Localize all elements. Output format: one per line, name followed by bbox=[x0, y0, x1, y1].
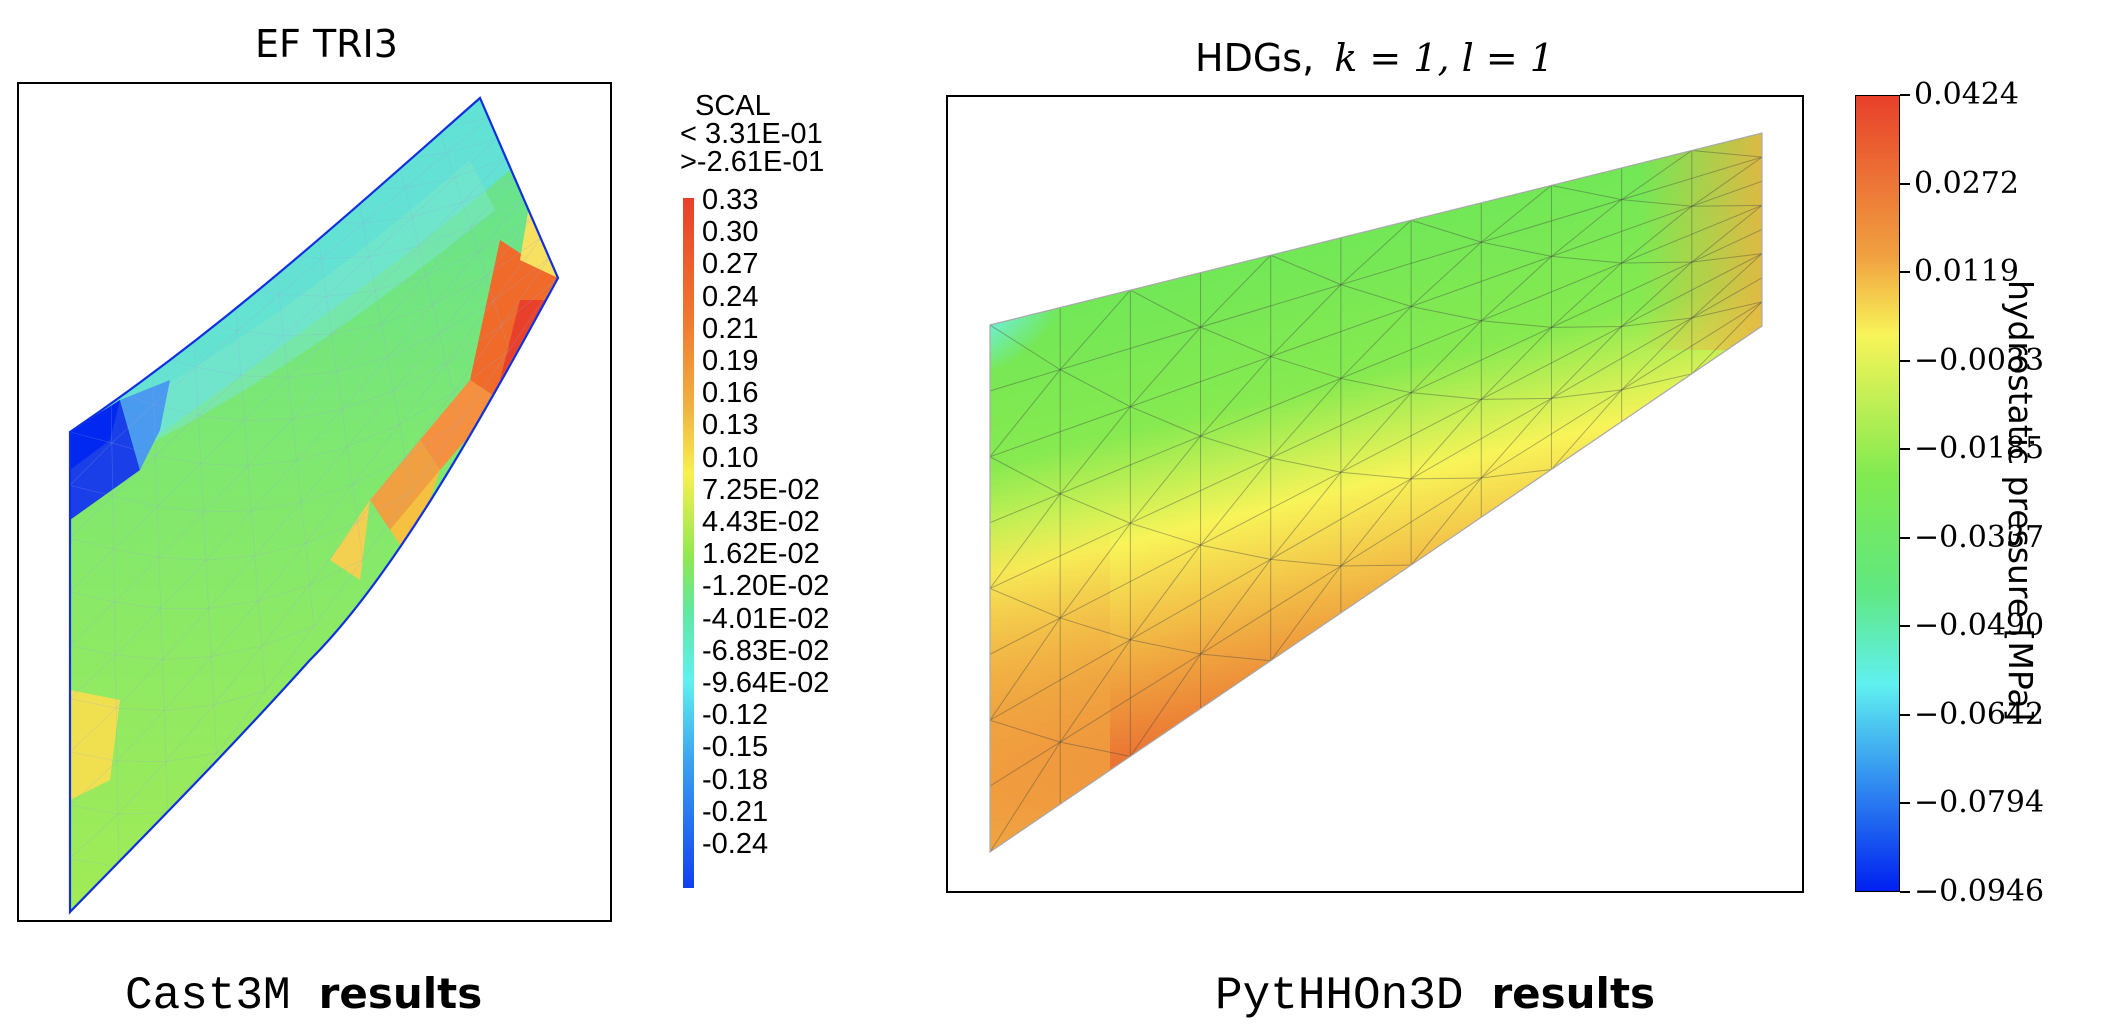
right-title-math: k = 1, l = 1 bbox=[1334, 36, 1554, 80]
colorbar-label: hydrostatic pressure [MPa] bbox=[2001, 280, 2040, 722]
legend-max-line: < 3.31E-01 bbox=[680, 120, 823, 149]
colorbar-tick-label: −0.0185 bbox=[1914, 431, 2045, 467]
left-caption: Cast3M results bbox=[125, 968, 482, 1022]
legend-tick-label: 4.43E-02 bbox=[702, 508, 820, 537]
legend-tick-label: -9.64E-02 bbox=[702, 669, 830, 698]
legend-tick-label: -0.18 bbox=[702, 765, 769, 795]
colorbar-tick-mark bbox=[1900, 802, 1910, 805]
pressure-colorbar bbox=[1855, 95, 1900, 892]
legend-tick-label: 0.24 bbox=[702, 282, 759, 312]
colorbar-tick-mark bbox=[1900, 271, 1910, 274]
legend-tick-label: -6.83E-02 bbox=[702, 636, 830, 666]
legend-min-line: >-2.61E-01 bbox=[680, 148, 825, 177]
colorbar-tick-mark bbox=[1900, 94, 1910, 96]
legend-tick-label: -0.24 bbox=[702, 830, 769, 859]
left-caption-word: results bbox=[318, 969, 483, 1018]
colorbar-tick-label: −0.0642 bbox=[1914, 696, 2045, 732]
legend-header: SCAL bbox=[695, 90, 771, 122]
right-title-prefix: HDGs, bbox=[1195, 36, 1315, 80]
legend-tick-label: 0.33 bbox=[702, 186, 759, 215]
colorbar-tick-mark bbox=[1900, 713, 1910, 716]
legend-tick-label: 0.30 bbox=[702, 218, 759, 248]
legend-tick-label: 1.62E-02 bbox=[702, 540, 820, 570]
legend-tick-label: -0.21 bbox=[702, 797, 769, 827]
colorbar-tick-list: 0.0424 0.0272 0.0119 −0.0033 −0.0185 −0.0337 −… bbox=[1900, 77, 2050, 909]
legend-tick-label: -0.12 bbox=[702, 701, 769, 731]
legend-tick-label: 0.13 bbox=[702, 411, 759, 441]
colorbar-tick-label: −0.0033 bbox=[1914, 342, 2045, 378]
left-panel-title: EF TRI3 bbox=[255, 22, 398, 66]
left-plot-frame bbox=[17, 82, 612, 922]
legend-tick-label: -0.15 bbox=[702, 733, 769, 763]
colorbar-tick-label: 0.0272 bbox=[1914, 165, 2019, 201]
colorbar-tick-label: 0.0424 bbox=[1914, 77, 2019, 112]
colorbar-tick-mark bbox=[1900, 891, 1910, 893]
right-plot-frame bbox=[946, 95, 1804, 893]
legend-tick-label: 0.16 bbox=[702, 379, 759, 409]
legend-tick-label: 0.27 bbox=[702, 250, 759, 280]
right-caption: PytHHOn3D results bbox=[1215, 968, 1655, 1022]
right-panel-title: HDGs, k = 1, l = 1 bbox=[1195, 36, 1554, 80]
right-caption-word: results bbox=[1491, 969, 1656, 1018]
pythhon3d-code-name: PytHHOn3D bbox=[1215, 970, 1464, 1022]
colorbar-tick-label: 0.0119 bbox=[1914, 254, 2019, 290]
legend-tick-label: -1.20E-02 bbox=[702, 572, 830, 602]
colorbar-tick-label: −0.0490 bbox=[1914, 608, 2045, 644]
colorbar-tick-mark bbox=[1900, 359, 1910, 362]
legend-tick-label: 0.19 bbox=[702, 347, 759, 376]
legend-colorbar bbox=[683, 198, 694, 888]
legend-tick-label: 7.25E-02 bbox=[702, 475, 820, 505]
colorbar-tick-mark bbox=[1900, 182, 1910, 185]
colorbar-tick-label: −0.0794 bbox=[1914, 785, 2045, 821]
colorbar-tick-label: −0.0946 bbox=[1914, 874, 2045, 909]
cast3m-mesh-plot bbox=[68, 96, 560, 915]
colorbar-tick-mark bbox=[1900, 625, 1910, 628]
colorbar-tick-mark bbox=[1900, 448, 1910, 451]
legend-tick-label: -4.01E-02 bbox=[702, 604, 830, 634]
cast3m-code-name: Cast3M bbox=[125, 970, 291, 1022]
colorbar-tick-label: −0.0337 bbox=[1914, 519, 2045, 555]
legend-tick-label: 0.10 bbox=[702, 443, 759, 473]
legend-tick-label: 0.21 bbox=[702, 314, 759, 344]
colorbar-tick-mark bbox=[1900, 536, 1910, 539]
